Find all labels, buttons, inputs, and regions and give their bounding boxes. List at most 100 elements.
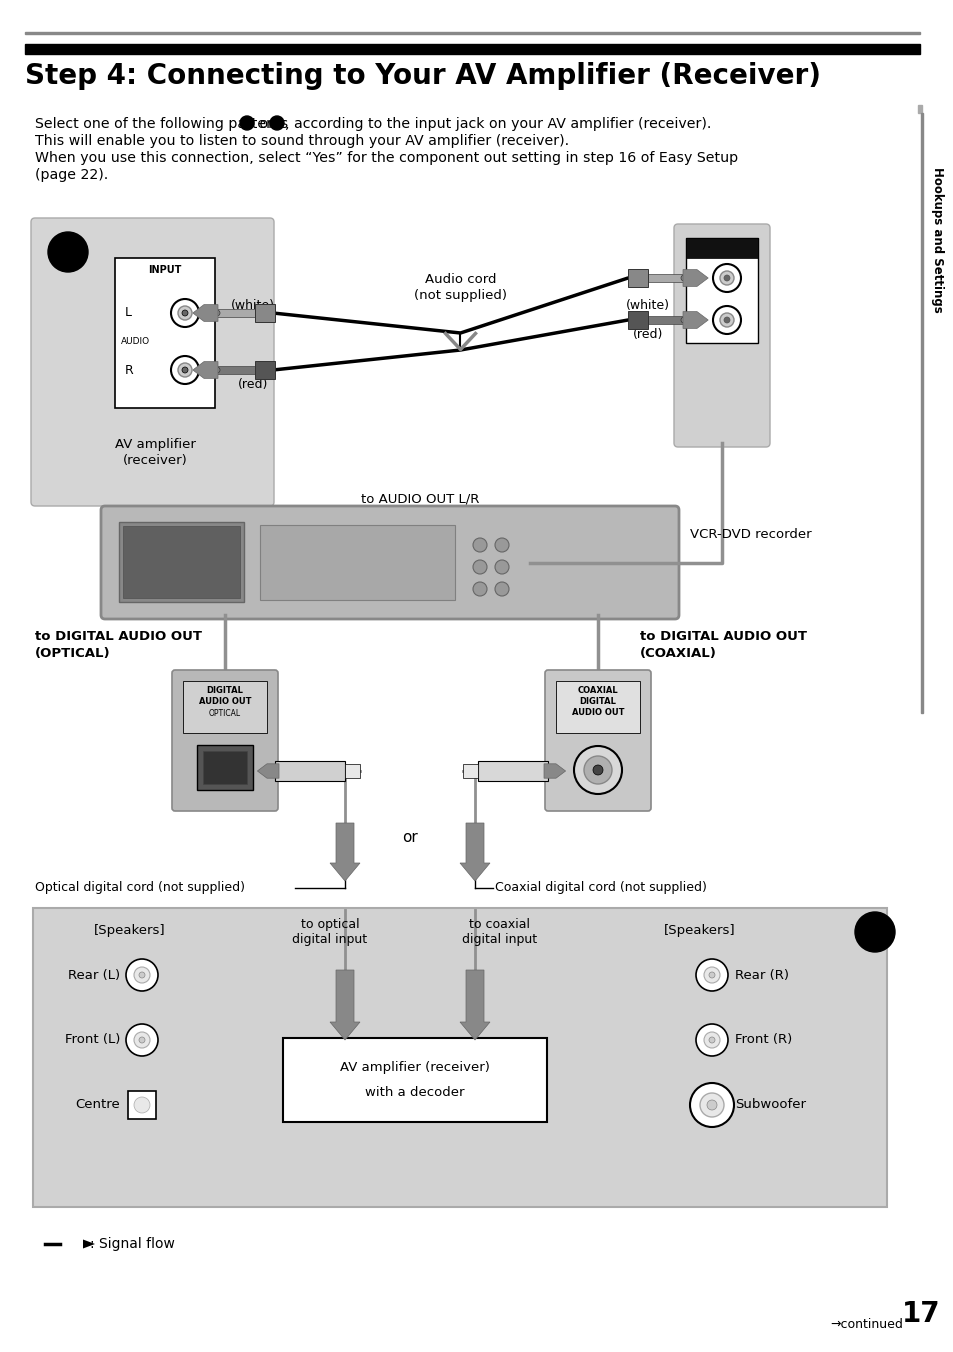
Circle shape — [708, 1037, 714, 1042]
Text: Select one of the following patterns: Select one of the following patterns — [35, 118, 293, 131]
Text: INPUT: INPUT — [148, 265, 181, 274]
Text: Rear (R): Rear (R) — [734, 968, 788, 982]
FancyArrow shape — [330, 823, 359, 882]
Circle shape — [696, 959, 727, 991]
Text: to DIGITAL AUDIO OUT: to DIGITAL AUDIO OUT — [35, 630, 202, 644]
FancyArrow shape — [45, 1240, 95, 1248]
Text: AUDIO OUT: AUDIO OUT — [571, 708, 623, 717]
Circle shape — [720, 314, 733, 327]
Circle shape — [182, 310, 188, 316]
Text: AV amplifier (receiver): AV amplifier (receiver) — [339, 1061, 490, 1075]
Text: Coaxial digital cord (not supplied): Coaxial digital cord (not supplied) — [495, 882, 706, 895]
Bar — [123, 526, 240, 598]
Text: OPTICAL: OPTICAL — [209, 708, 241, 718]
Circle shape — [139, 1037, 145, 1042]
Text: Centre: Centre — [75, 1098, 120, 1111]
Circle shape — [708, 972, 714, 977]
Bar — [647, 316, 685, 324]
Text: B: B — [274, 119, 280, 127]
Text: VCR-DVD recorder: VCR-DVD recorder — [689, 529, 811, 541]
Circle shape — [495, 538, 509, 552]
Circle shape — [712, 306, 740, 334]
Text: L: L — [691, 273, 697, 283]
FancyArrow shape — [257, 764, 278, 779]
FancyArrow shape — [682, 311, 707, 329]
Bar — [920, 114, 923, 713]
Circle shape — [473, 560, 486, 575]
Bar — [274, 761, 345, 781]
Text: Hookups and Settings: Hookups and Settings — [930, 168, 943, 312]
FancyArrow shape — [459, 823, 490, 882]
Text: to optical
digital input: to optical digital input — [293, 918, 367, 946]
Circle shape — [593, 765, 602, 775]
Text: Subwoofer: Subwoofer — [734, 1098, 805, 1111]
Circle shape — [495, 560, 509, 575]
Text: AV amplifier: AV amplifier — [114, 438, 195, 452]
Text: with a decoder: with a decoder — [365, 1086, 464, 1098]
Text: (page 22).: (page 22). — [35, 168, 108, 183]
Circle shape — [689, 1083, 733, 1128]
Bar — [462, 764, 477, 777]
Circle shape — [133, 1032, 150, 1048]
Text: (not supplied): (not supplied) — [414, 289, 506, 301]
Text: AUDIO OUT: AUDIO OUT — [198, 698, 251, 706]
Circle shape — [854, 913, 894, 952]
Text: Step 4: Connecting to Your AV Amplifier (Receiver): Step 4: Connecting to Your AV Amplifier … — [25, 62, 821, 91]
FancyBboxPatch shape — [33, 909, 886, 1207]
Text: , according to the input jack on your AV amplifier (receiver).: , according to the input jack on your AV… — [285, 118, 711, 131]
Circle shape — [473, 581, 486, 596]
Text: (OPTICAL): (OPTICAL) — [35, 648, 111, 660]
Circle shape — [182, 366, 188, 373]
Bar — [119, 522, 244, 602]
Bar — [345, 764, 359, 777]
Circle shape — [270, 116, 284, 130]
Circle shape — [473, 538, 486, 552]
Bar — [627, 269, 647, 287]
Circle shape — [133, 967, 150, 983]
Bar — [477, 761, 547, 781]
Circle shape — [712, 264, 740, 292]
Circle shape — [723, 316, 729, 323]
Text: to AUDIO OUT L/R: to AUDIO OUT L/R — [360, 492, 478, 506]
Circle shape — [126, 1023, 158, 1056]
FancyArrow shape — [543, 764, 565, 779]
Text: to DIGITAL AUDIO OUT: to DIGITAL AUDIO OUT — [639, 630, 806, 644]
Circle shape — [574, 746, 621, 794]
Bar — [115, 258, 214, 408]
FancyArrow shape — [193, 361, 218, 379]
Text: This will enable you to listen to sound through your AV amplifier (receiver).: This will enable you to listen to sound … — [35, 134, 569, 147]
Text: or: or — [254, 118, 278, 131]
FancyBboxPatch shape — [172, 671, 277, 811]
Bar — [254, 361, 274, 379]
Text: →continued: →continued — [829, 1317, 902, 1330]
Bar — [128, 1091, 156, 1119]
Circle shape — [171, 356, 199, 384]
Circle shape — [213, 310, 220, 316]
Text: Front (L): Front (L) — [65, 1033, 120, 1046]
Text: AUDIO OUT: AUDIO OUT — [697, 243, 745, 253]
Bar — [216, 366, 254, 375]
Text: (white): (white) — [231, 299, 274, 312]
Text: [Speakers]: [Speakers] — [663, 923, 735, 937]
Text: B: B — [866, 922, 882, 942]
Circle shape — [213, 366, 220, 373]
Circle shape — [700, 1092, 723, 1117]
Text: (red): (red) — [632, 329, 662, 341]
Bar — [556, 681, 639, 733]
FancyArrow shape — [193, 304, 218, 322]
Text: DIGITAL: DIGITAL — [579, 698, 616, 706]
Bar — [685, 238, 758, 258]
Circle shape — [696, 1023, 727, 1056]
Circle shape — [178, 362, 192, 377]
Text: (red): (red) — [237, 379, 268, 391]
Text: [Speakers]: [Speakers] — [94, 923, 166, 937]
Text: 17: 17 — [901, 1301, 940, 1328]
Bar — [254, 304, 274, 322]
Circle shape — [720, 270, 733, 285]
Text: R: R — [125, 364, 133, 376]
Circle shape — [583, 756, 612, 784]
Text: Audio cord: Audio cord — [424, 273, 496, 287]
FancyBboxPatch shape — [544, 671, 650, 811]
Bar — [685, 238, 758, 343]
Text: R: R — [691, 315, 699, 324]
